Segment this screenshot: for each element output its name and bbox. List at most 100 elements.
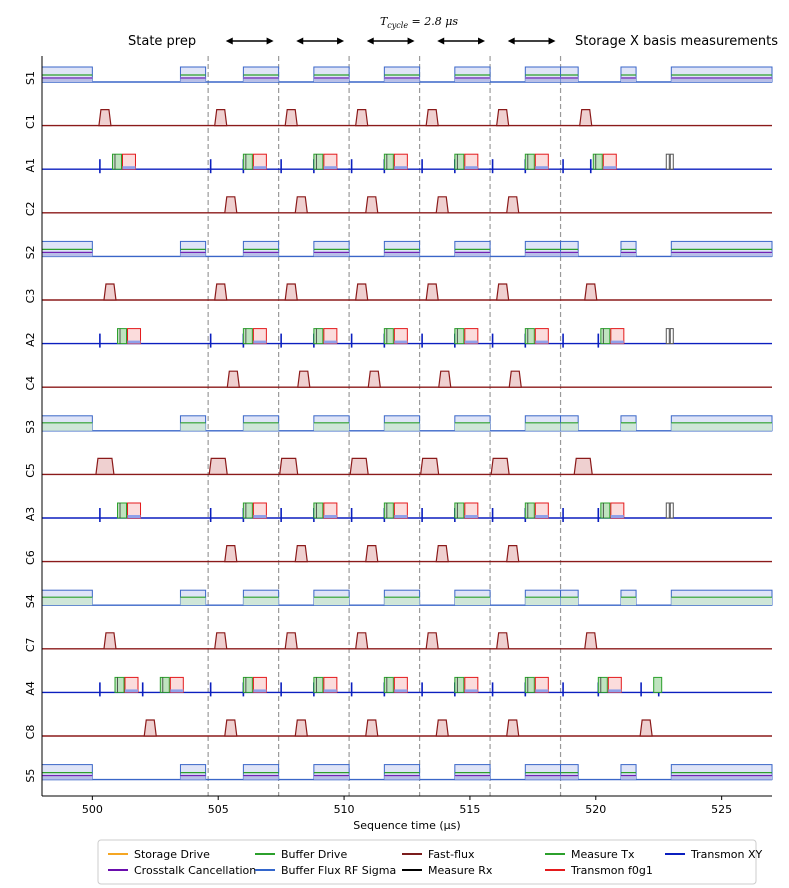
measure-rx-pulse [665,328,670,345]
arrow-head-right [407,37,415,45]
crosstalk-fill [620,77,637,82]
measure-tx-pulse [117,502,128,519]
fastflux-pulse [506,545,520,563]
fastflux-pulse [355,632,369,650]
measure-tx-pulse [597,676,608,693]
x-axis: 500 505 510 515 520 525 Sequence time (μs) [41,56,772,832]
buffer-flux-fill [125,689,138,693]
buffer-flux-fill [394,340,408,344]
buffer-flux-fill [253,166,267,170]
measure-tx-pulse [242,153,253,170]
crosstalk-fill [313,774,350,780]
buffer-drive-fill [620,597,637,606]
fastflux-pulse [95,457,115,475]
row-label: S3 [24,420,37,434]
x-axis-label: Sequence time (μs) [353,819,460,832]
legend: Storage Drive Buffer Drive Fast-flux Measur… [97,839,763,885]
fastflux-pulse [143,719,157,737]
row-s2: S2 [24,240,773,259]
measure-tx-pulse [242,328,253,345]
legend-entry: Storage Drive [134,848,210,861]
buffer-drive-fill [313,597,350,606]
fastflux-pulse [419,457,440,475]
measure-rx-pulse [669,153,674,170]
measure-tx-pulse [383,328,394,345]
fastflux-pulse [103,283,117,301]
buffer-flux-fill [127,515,141,518]
measure-rx-pulse [665,502,670,519]
measure-tx-pulse [313,502,324,519]
buffer-drive-fill [313,422,350,431]
row-c5: C5 [24,457,772,478]
measure-tx-pulse [524,153,535,170]
crosstalk-fill [384,774,420,780]
fastflux-pulse [98,109,112,127]
state-prep-label: State prep [128,34,196,49]
fastflux-pulse [584,632,598,650]
x-tick-label: 510 [334,803,355,816]
buffer-flux-fill [610,515,624,518]
buffer-drive-fill [454,422,491,431]
crosstalk-fill [671,77,772,82]
fastflux-pulse [435,196,449,214]
fastflux-pulse [435,719,449,737]
buffer-flux-fill [603,166,617,170]
buffer-drive-fill [180,422,206,431]
row-label: C1 [24,114,37,129]
row-c1: C1 [24,109,772,129]
fastflux-pulse [214,109,228,127]
row-label: A2 [24,332,37,347]
fastflux-pulse [208,457,228,475]
measure-tx-pulse [524,676,535,693]
buffer-drive-fill [42,422,93,431]
measure-tx-pulse [454,676,465,693]
arrow-head-left [296,37,304,45]
crosstalk-fill [313,77,350,82]
crosstalk-fill [620,251,637,257]
arrow-head-left [437,37,445,45]
buffer-drive-fill [180,597,206,606]
fastflux-pulse [365,196,379,214]
buffer-drive-fill [454,597,491,606]
fastflux-pulse [284,109,298,127]
buffer-flux-fill [170,689,184,693]
buffer-flux-fill [535,340,549,344]
fastflux-pulse [294,196,308,214]
buffer-drive-fill [560,597,579,606]
row-label: A1 [24,158,37,173]
fastflux-pulse [365,719,379,737]
crosstalk-fill [454,77,491,82]
buffer-drive-fill [671,422,772,431]
fastflux-pulse [294,719,308,737]
buffer-flux-fill [394,166,408,170]
fastflux-pulse [573,457,593,475]
row-a2: A2 [24,328,772,348]
buffer-flux-fill [253,515,267,518]
x-tick-label: 525 [711,803,732,816]
legend-entry: Buffer Flux RF Sigma [281,864,396,877]
buffer-drive-fill [671,597,772,606]
crosstalk-fill [313,251,350,257]
fastflux-pulse [495,283,510,301]
row-label: C7 [24,637,37,652]
row-a3: A3 [24,502,772,522]
buffer-drive-fill [560,422,579,431]
row-c6: C6 [24,545,772,565]
measure-tx-pulse [111,153,122,170]
fastflux-pulse [508,370,522,388]
measure-tx-pulse [383,502,394,519]
fastflux-pulse [355,283,369,301]
row-c7: C7 [24,632,772,652]
buffer-flux-fill [253,340,267,344]
arrow-head-left [225,37,233,45]
buffer-flux-fill [535,689,549,693]
measure-tx-pulse [524,328,535,345]
fastflux-pulse [425,109,439,127]
row-label: S5 [24,769,37,783]
crosstalk-fill [243,774,279,780]
fastflux-pulse [297,370,311,388]
row-label: C6 [24,550,37,565]
crosstalk-fill [560,77,579,82]
fastflux-pulse [367,370,381,388]
row-label: S1 [24,71,37,85]
